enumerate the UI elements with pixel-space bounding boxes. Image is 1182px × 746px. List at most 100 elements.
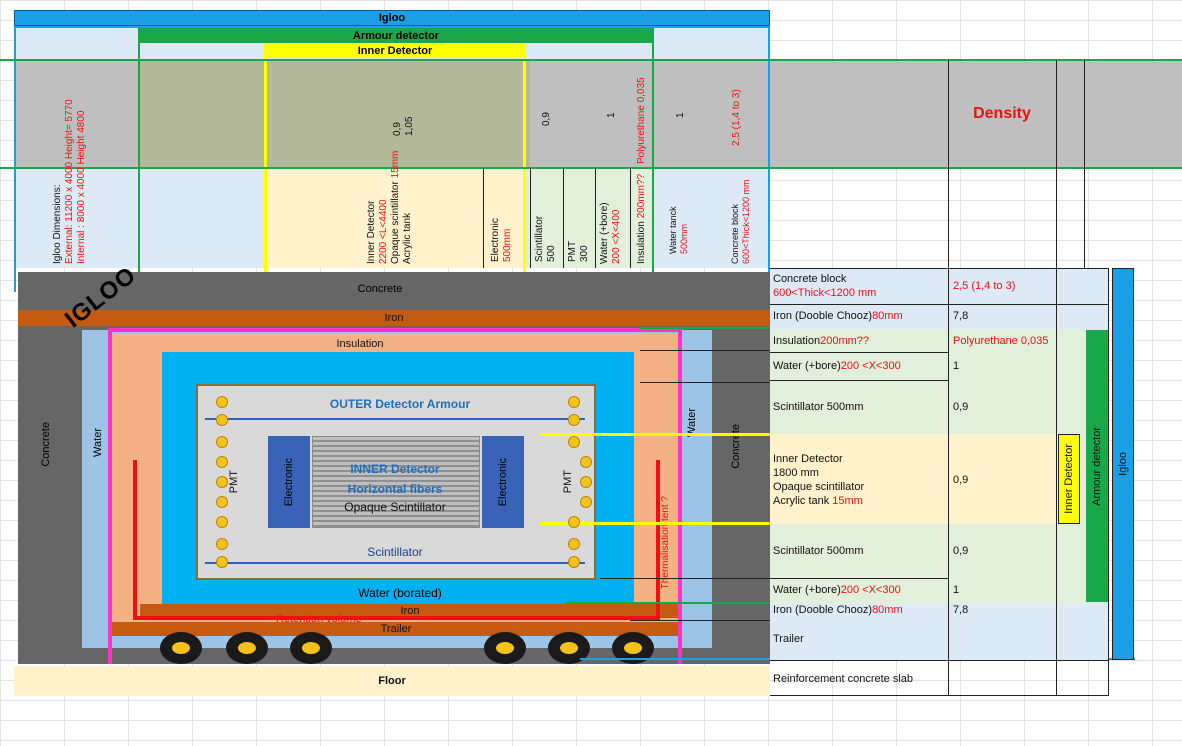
- electronic-right-box: Electronic: [482, 436, 524, 528]
- side-igloo-label: Igloo: [1117, 452, 1129, 476]
- magenta-tent-left: [108, 330, 112, 664]
- watertank-density: 1: [675, 112, 686, 118]
- row-3-a: Water (+bore): [773, 360, 841, 372]
- pmt-icon: [568, 516, 580, 528]
- table-col-line: [1056, 268, 1057, 696]
- armour-frame: [138, 43, 654, 438]
- row-concrete-block: Concrete block 600<Thick<1200 mm: [770, 268, 948, 304]
- water-density: 1: [606, 112, 617, 118]
- insulation-desc: Insulation 200mm??: [636, 172, 647, 264]
- row-1-red: 80mm: [872, 310, 903, 322]
- col-divider: [630, 168, 631, 268]
- density-col-line: [1084, 60, 1085, 268]
- red-retention-right: [656, 460, 660, 620]
- concrete-right-label: Concrete: [730, 424, 742, 469]
- row-scint-2: Scintillator 500mm: [773, 545, 864, 557]
- inner-desc-2: 2200 <L<4400: [378, 199, 389, 264]
- inner-detector-desc: Inner Detector 2200 <L<4400 Opaque scint…: [366, 151, 414, 264]
- wheel-icon: [290, 632, 332, 664]
- pmt-icon: [568, 538, 580, 550]
- row-water-1: Water (+bore) 200 <X<300: [770, 352, 948, 380]
- inner-desc-4: Acrylic tank: [402, 212, 413, 264]
- col-divider: [563, 168, 564, 268]
- row-1-a: Iron (Dooble Chooz): [773, 310, 873, 322]
- inner-column-light: [265, 168, 525, 268]
- table-row-line: [770, 268, 1108, 269]
- electronic-desc: Electronic 500mm: [490, 196, 514, 262]
- leader-line: [600, 578, 770, 579]
- row-2-red: 200mm??: [820, 335, 870, 347]
- table-row-line: [770, 695, 1108, 696]
- row-8-red: 80mm: [872, 604, 903, 616]
- row-scint-1: Scintillator 500mm: [773, 401, 864, 413]
- iron-bottom-bar: Iron: [140, 604, 680, 618]
- concrete-top-label: Concrete: [357, 283, 403, 295]
- trailer-bar: Trailer: [112, 622, 680, 636]
- side-igloo: Igloo: [1112, 268, 1134, 660]
- watertank-desc-2: 500mm: [679, 223, 689, 254]
- pmt-icon: [568, 396, 580, 408]
- row-2-b: Polyurethane 0,035: [953, 335, 1049, 347]
- pmt-icon: [580, 496, 592, 508]
- trailer-label: Trailer: [380, 623, 412, 635]
- leader-line: [640, 350, 770, 351]
- green-h-line-top: [0, 59, 1182, 61]
- pmt-icon: [216, 516, 228, 528]
- inner-desc-1: Inner Detector: [366, 200, 377, 264]
- igloo-dims-line1: Igloo Dimensions:: [52, 184, 63, 264]
- row-7-a: Water (+bore): [773, 584, 841, 596]
- col-divider: [483, 168, 484, 268]
- igloo-dims-line3: Internal : 8000 x 4000 Height 4800: [76, 110, 87, 264]
- row-5-red: 15mm: [832, 495, 863, 507]
- electronic-left-label: Electronic: [283, 457, 295, 507]
- magenta-tent-top: [108, 328, 682, 332]
- magenta-tent-right: [678, 330, 682, 664]
- insulation-desc-1: Insulation: [636, 221, 647, 264]
- pmt-icon: [216, 496, 228, 508]
- concrete-desc: Concrete block 600<Thick<1200 mm: [730, 172, 752, 264]
- igloo-header: Igloo: [14, 10, 770, 26]
- pmt-icon: [216, 538, 228, 550]
- floor-bar: Floor: [14, 666, 770, 696]
- concrete-desc-2: 600<Thick<1200 mm: [741, 179, 751, 264]
- row-insulation: Insulation 200mm??: [770, 330, 948, 352]
- pmt-desc: PMT 300: [567, 212, 591, 262]
- concrete-desc-1: Concrete block: [730, 203, 740, 264]
- concrete-density: 2,5 (1,4 to 3): [731, 89, 742, 146]
- row-trailer: Trailer: [773, 633, 804, 645]
- row-inner-detector: Inner Detector 1800 mm Opaque scintillat…: [770, 436, 948, 524]
- inner-frame: [264, 58, 526, 433]
- water-desc-2: 200 <X<400: [611, 209, 622, 265]
- electronic-left-box: Electronic: [268, 436, 310, 528]
- scint-desc: Scintillator 500: [534, 196, 558, 262]
- density-title: Density: [973, 105, 1031, 122]
- blue-scint-line-bottom: [205, 562, 585, 564]
- table-row-line: [770, 304, 1108, 305]
- wheel-icon: [160, 632, 202, 664]
- row-7-b: 1: [953, 584, 960, 596]
- inner-density-2: 1,05: [404, 116, 415, 136]
- scintillator-label: Scintillator: [367, 545, 423, 559]
- pmt-icon: [568, 556, 580, 568]
- table-col-line: [948, 268, 949, 696]
- density-band-shade: [140, 60, 530, 168]
- wheel-icon: [484, 632, 526, 664]
- igloo-frame: [14, 26, 770, 292]
- table-row-line: [770, 660, 1108, 661]
- insulation-label: Insulation: [336, 338, 384, 350]
- side-inner-label: Inner Detector: [1063, 444, 1075, 514]
- inner-desc-3: Opaque scintillator: [390, 181, 401, 264]
- inner-detector-label: INNER Detector: [350, 462, 440, 476]
- table-col-line: [1108, 268, 1109, 696]
- leader-line: [630, 620, 770, 621]
- side-armour-detector: Armour detector: [1086, 330, 1108, 602]
- pmt-icon: [580, 456, 592, 468]
- pmt-icon: [568, 414, 580, 426]
- red-retention-left: [133, 460, 137, 620]
- pmt-desc-1: PMT: [567, 240, 578, 262]
- electronic-desc-2: 500mm: [502, 228, 513, 262]
- thermalisation-label: Thermalisation tent ?: [660, 496, 671, 590]
- pmt-icon: [216, 556, 228, 568]
- density-col-line: [948, 60, 949, 268]
- row-5-a2: 1800 mm: [773, 467, 819, 479]
